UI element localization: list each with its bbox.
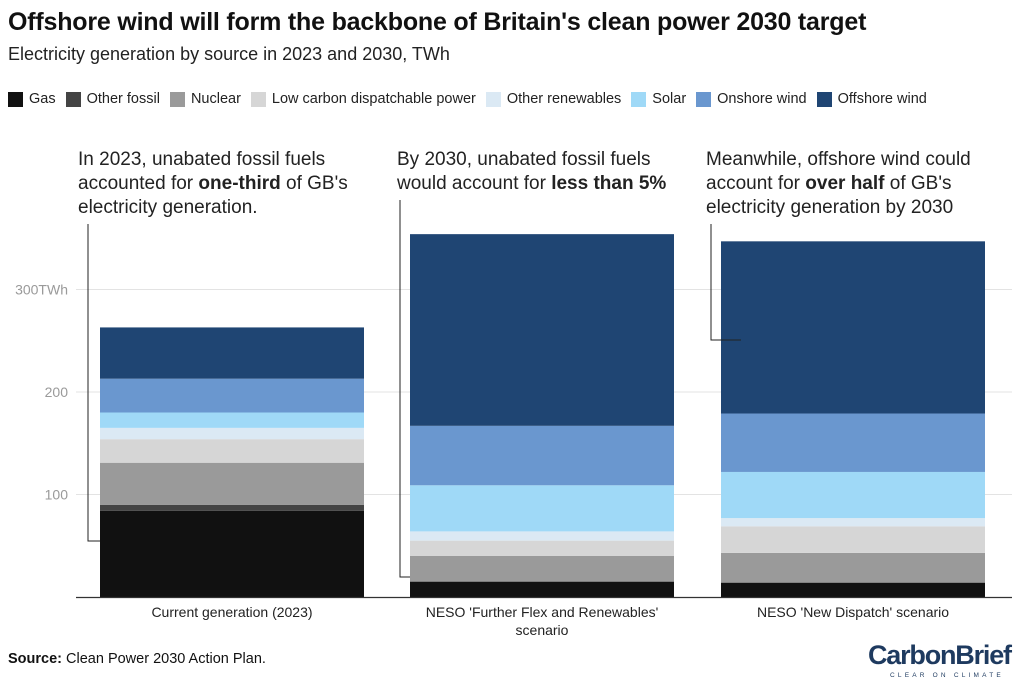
logo-wordmark: CarbonBrief — [868, 640, 1012, 670]
bar-segment-solar — [410, 485, 674, 532]
legend-label: Nuclear — [190, 91, 241, 107]
annotation-text: In 2023, unabated fossil fuels accounted … — [78, 149, 348, 218]
legend-item-other-fossil: Other fossil — [65, 91, 160, 107]
chart-title: Offshore wind will form the backbone of … — [8, 8, 867, 36]
legend-swatch — [169, 91, 185, 107]
bar-segment-other-renewables — [721, 518, 985, 527]
annotation-text: Meanwhile, offshore wind could account fo… — [706, 149, 971, 218]
annotation-text: By 2030, unabated fossil fuels would acco… — [396, 149, 666, 194]
chart-subtitle: Electricity generation by source in 2023… — [8, 44, 450, 64]
legend-label: Low carbon dispatchable power — [271, 91, 476, 107]
bar-segment-low-carbon-dispatchable-power — [721, 526, 985, 553]
x-category-label: Current generation (2023) — [151, 604, 312, 620]
legend-label: Gas — [29, 91, 56, 107]
legend-item-gas: Gas — [8, 91, 56, 107]
bar-segment-offshore-wind — [100, 327, 364, 379]
bar-segment-nuclear — [410, 556, 674, 582]
bar-segment-low-carbon-dispatchable-power — [410, 540, 674, 556]
bar-segment-offshore-wind — [410, 234, 674, 426]
x-category-label: NESO 'Further Flex and Renewables' scenar… — [426, 604, 659, 638]
legend-label: Other fossil — [86, 91, 160, 107]
legend-item-nuclear: Nuclear — [169, 91, 241, 107]
source-note: Source: Clean Power 2030 Action Plan. — [8, 651, 266, 667]
bar-segment-onshore-wind — [100, 378, 364, 413]
source-text: Clean Power 2030 Action Plan. — [62, 651, 266, 667]
legend-item-offshore-wind: Offshore wind — [816, 91, 927, 107]
legend-swatch — [816, 91, 832, 107]
source-label: Source: — [8, 651, 62, 667]
carbon-brief-logo: CarbonBrief CLEAR ON CLIMATE — [868, 640, 1014, 686]
bar-segment-gas — [100, 510, 364, 597]
y-tick-label: 300TWh — [15, 282, 68, 298]
legend-swatch — [250, 91, 266, 107]
legend-swatch — [696, 91, 712, 107]
chart-legend: Gas Other fossil Nuclear Low carbon disp… — [8, 88, 937, 110]
bar-segment-other-renewables — [410, 531, 674, 541]
legend-item-solar: Solar — [631, 91, 686, 107]
legend-item-low-carbon: Low carbon dispatchable power — [250, 91, 476, 107]
logo-tagline: CLEAR ON CLIMATE — [890, 672, 1004, 679]
legend-label: Other renewables — [506, 91, 622, 107]
bar-segment-other-renewables — [100, 427, 364, 440]
annotation-leader-line — [399, 200, 410, 578]
bar-segment-onshore-wind — [721, 413, 985, 472]
bar-segment-other-fossil — [100, 504, 364, 511]
y-tick-label: 100 — [45, 487, 69, 503]
bar-segment-nuclear — [100, 462, 364, 505]
bar-segment-gas — [721, 582, 985, 597]
legend-label: Offshore wind — [837, 91, 927, 107]
legend-label: Solar — [652, 91, 687, 107]
legend-swatch — [65, 91, 81, 107]
bar-segment-solar — [721, 471, 985, 519]
bar-segment-offshore-wind — [721, 241, 985, 414]
bar-segment-onshore-wind — [410, 425, 674, 486]
bar-segment-solar — [100, 412, 364, 428]
legend-item-onshore-wind: Onshore wind — [696, 91, 807, 107]
legend-swatch — [8, 91, 23, 107]
y-tick-label: 200 — [45, 384, 69, 400]
bar-segment-nuclear — [721, 552, 985, 583]
annotation-leader-line — [710, 224, 741, 341]
legend-item-other-renewables: Other renewables — [485, 91, 622, 107]
legend-label: Onshore wind — [717, 91, 807, 107]
legend-swatch — [631, 91, 647, 107]
annotation-leader-line — [87, 224, 100, 542]
x-category-label: NESO 'New Dispatch' scenario — [757, 604, 949, 620]
bar-segment-gas — [410, 581, 674, 597]
bar-segment-low-carbon-dispatchable-power — [100, 439, 364, 463]
legend-swatch — [485, 91, 501, 107]
